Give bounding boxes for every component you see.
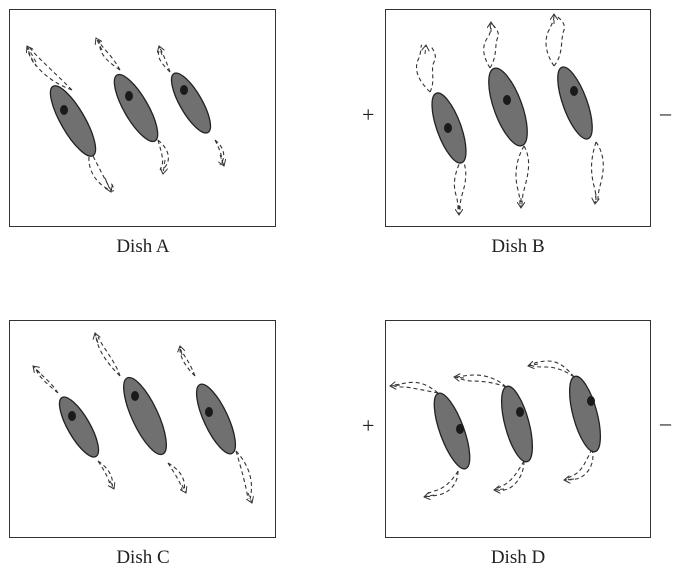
dish-c-illustration [10,321,277,539]
cell-body [170,72,212,134]
cell-a1 [27,46,115,192]
dish-d-caption: Dish D [490,547,546,568]
cell-b2 [483,22,530,208]
dish-c-caption: Dish C [116,547,170,568]
negative-sign: – [660,410,671,435]
cell-body [557,66,593,140]
cell-body [113,73,159,143]
cell-body [195,383,237,455]
cell-d3 [528,360,602,481]
migration-path [545,15,604,201]
cell-body [58,396,100,458]
cell-body [568,375,602,453]
cell-nucleus [456,424,464,434]
migration-path [157,47,225,166]
cell-nucleus [570,86,578,96]
cell-nucleus [503,95,511,105]
dish-a-illustration [10,10,277,228]
cell-body [488,67,528,147]
cell-body [49,85,97,157]
cell-body [123,376,167,456]
migration-path [35,368,114,488]
cell-nucleus [68,411,76,421]
cell-nucleus [205,407,213,417]
cell-nucleus [180,85,188,95]
dish-d-panel [385,320,651,538]
dish-d-illustration [386,360,602,539]
migration-path [415,44,467,211]
cell-nucleus [444,123,452,133]
cell-nucleus [60,105,68,115]
positive-sign: + [362,413,375,438]
cell-c3 [180,346,252,503]
dish-a-caption: Dish A [116,236,170,257]
cell-d2 [454,375,534,491]
migration-path [529,360,594,481]
cell-b3 [545,14,604,204]
cell-a3 [158,46,224,166]
cell-body [500,385,534,463]
cell-d1 [390,382,471,497]
dish-b-illustration [415,10,604,228]
cell-nucleus [587,396,595,406]
cell-nucleus [125,91,133,101]
migration-path [97,39,169,171]
dish-c-panel [9,320,276,538]
cell-body [433,392,471,470]
cell-a2 [96,38,169,174]
dish-b-caption: Dish B [491,236,545,257]
cell-nucleus [516,407,524,417]
cell-c1 [33,366,114,489]
dish-a-panel [9,9,276,227]
migration-path [179,348,253,500]
cell-nucleus [131,391,139,401]
migration-path [95,336,186,492]
negative-sign: – [660,100,671,125]
cell-c2 [95,333,186,493]
positive-sign: + [362,102,375,127]
cell-b1 [415,44,467,215]
dish-b-panel [385,9,651,227]
